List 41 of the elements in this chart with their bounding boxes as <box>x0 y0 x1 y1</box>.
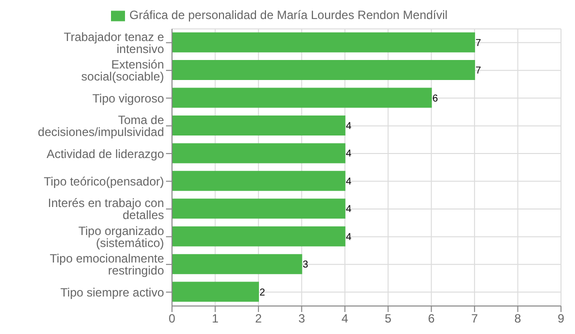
y-tick-label: Tipo emocionalmente restringido <box>50 252 164 278</box>
x-tick-label: 4 <box>342 312 349 326</box>
bar <box>172 88 432 108</box>
bar <box>172 282 259 302</box>
x-tick-label: 2 <box>255 312 262 326</box>
x-tick-label: 7 <box>471 312 478 326</box>
data-label: 3 <box>302 260 309 271</box>
y-tick-label: Actividad de liderazgo <box>46 146 164 161</box>
data-label: 7 <box>476 38 482 49</box>
data-label: 4 <box>346 232 352 243</box>
bar <box>172 115 346 136</box>
bar <box>172 226 346 246</box>
x-tick-label: 8 <box>514 312 522 326</box>
data-label: 6 <box>432 93 438 104</box>
x-tick-label: 1 <box>212 312 219 326</box>
data-label: 7 <box>476 66 482 77</box>
x-tick-label: 3 <box>298 312 306 326</box>
y-tick-label: Tipo organizado (sistemático) <box>78 224 164 250</box>
x-tick-label: 5 <box>384 312 392 326</box>
y-tick-label: Tipo vigoroso <box>92 91 164 106</box>
y-tick-label: Tipo teórico(pensador) <box>44 174 164 189</box>
bar <box>172 198 346 219</box>
y-tick-label: Interés en trabajo con detalles <box>48 196 164 222</box>
bar <box>172 254 302 274</box>
data-label: 4 <box>346 176 352 188</box>
data-label: 4 <box>346 204 352 216</box>
legend-label: Gráfica de personalidad de María Lourdes Rendon Mendívil <box>129 8 448 22</box>
y-tick-label: Trabajador tenaz e intensivo <box>64 30 164 56</box>
data-label: 2 <box>259 287 266 298</box>
bar <box>172 32 476 52</box>
bar <box>172 143 346 164</box>
y-tick-label: Extensión social(sociable) <box>81 58 164 84</box>
x-tick-label: 9 <box>558 312 565 326</box>
bar <box>172 170 346 191</box>
y-tick-label: Toma de decisiones/impulsividad <box>38 113 164 140</box>
data-label: 4 <box>346 148 352 160</box>
bar <box>172 60 476 80</box>
data-label: 4 <box>346 121 352 132</box>
x-tick-label: 6 <box>428 312 435 326</box>
x-tick-label: 0 <box>168 312 176 326</box>
y-tick-label: Tipo siempre activo <box>60 285 164 300</box>
